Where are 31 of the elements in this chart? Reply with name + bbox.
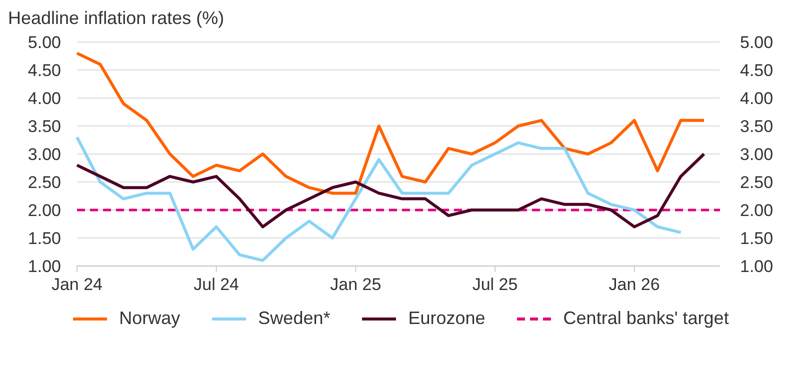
y-tick-label: 5.00	[28, 33, 61, 52]
y2-tick-label: 2.50	[740, 173, 774, 192]
y-tick-label: 1.00	[28, 257, 61, 276]
y-tick-label: 3.50	[28, 117, 61, 136]
legend-label: Central banks' target	[563, 308, 729, 329]
x-tick-label: Jan 24	[51, 275, 103, 294]
line-series	[76, 152, 706, 228]
x-tick-label: Jul 24	[194, 275, 240, 294]
y2-tick-label: 4.00	[740, 89, 774, 108]
y-tick-label: 4.50	[28, 61, 61, 80]
x-tick-label: Jul 25	[472, 275, 518, 294]
y2-tick-label: 5.00	[740, 33, 774, 52]
y2-tick-label: 2.00	[740, 201, 774, 220]
y2-tick-label: 4.50	[740, 61, 774, 80]
y2-tick-label: 3.00	[740, 145, 774, 164]
y2-tick-label: 1.00	[740, 257, 774, 276]
y-tick-label: 2.50	[28, 173, 61, 192]
legend-label: Sweden*	[258, 308, 330, 329]
y-tick-label: 1.50	[28, 229, 61, 248]
x-tick-label: Jan 25	[330, 275, 382, 294]
y-tick-label: 4.00	[28, 89, 61, 108]
y2-tick-label: 1.50	[740, 229, 774, 248]
line-series	[76, 52, 706, 195]
x-tick-label: Jan 26	[608, 275, 660, 294]
y2-tick-label: 3.50	[740, 117, 774, 136]
legend-label: Norway	[119, 308, 180, 329]
y-tick-label: 2.00	[28, 201, 61, 220]
line-series	[76, 136, 682, 262]
legend-label: Eurozone	[408, 308, 486, 329]
chart-title: Headline inflation rates (%)	[8, 8, 226, 30]
y-tick-label: 3.00	[28, 145, 61, 164]
